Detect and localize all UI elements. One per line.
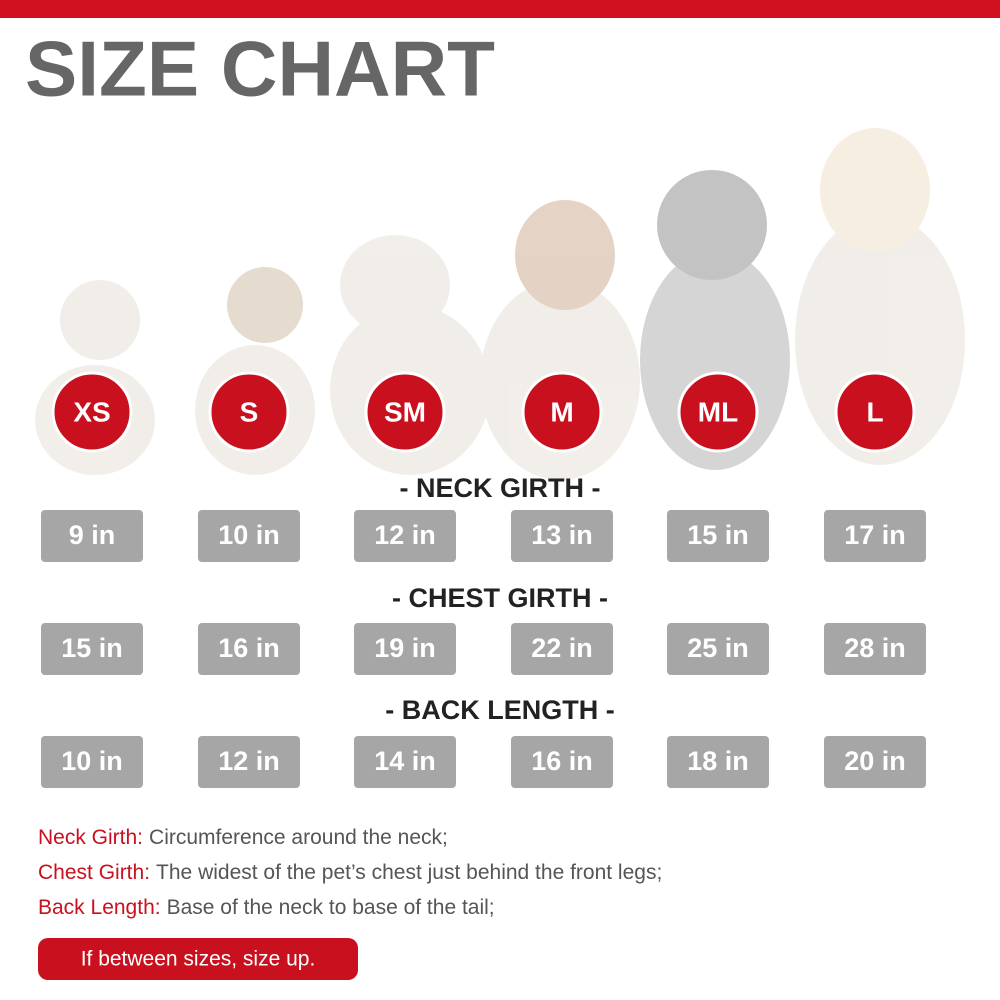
measure-value: 9 in bbox=[69, 520, 116, 550]
measure-box bbox=[824, 623, 926, 675]
note: Chest Girth: The widest of the pet’s ches… bbox=[38, 861, 662, 884]
note-term: Chest Girth: bbox=[38, 861, 150, 884]
measure-box bbox=[824, 510, 926, 562]
note-text: Circumference around the neck; bbox=[149, 826, 448, 849]
tip-text: If between sizes, size up. bbox=[81, 948, 316, 971]
section-title: - NECK GIRTH - bbox=[400, 473, 601, 503]
measure-value: 10 in bbox=[218, 520, 280, 550]
size-label: SM bbox=[384, 396, 426, 427]
measure-value: 19 in bbox=[374, 633, 436, 663]
measure-value: 12 in bbox=[374, 520, 436, 550]
measure-box bbox=[511, 623, 613, 675]
size-badge bbox=[51, 371, 133, 453]
size-label: M bbox=[550, 396, 573, 427]
measure-value: 16 in bbox=[531, 746, 593, 776]
measure-box bbox=[667, 510, 769, 562]
note: Neck Girth: Circumference around the neck… bbox=[38, 826, 448, 849]
measure-value: 22 in bbox=[531, 633, 593, 663]
measure-box bbox=[41, 510, 143, 562]
note-text: Base of the neck to base of the tail; bbox=[167, 896, 495, 919]
note-term: Neck Girth: bbox=[38, 826, 143, 849]
measure-box bbox=[198, 623, 300, 675]
measure-box bbox=[354, 623, 456, 675]
size-badge bbox=[208, 371, 290, 453]
size-label: XS bbox=[73, 396, 110, 427]
measure-box bbox=[511, 736, 613, 788]
dog-illustrations bbox=[35, 128, 965, 480]
size-badge bbox=[677, 371, 759, 453]
measure-box bbox=[41, 623, 143, 675]
measure-box bbox=[667, 623, 769, 675]
size-badge bbox=[834, 371, 916, 453]
measure-value: 18 in bbox=[687, 746, 749, 776]
measure-box bbox=[198, 736, 300, 788]
measure-box bbox=[41, 736, 143, 788]
measure-box bbox=[824, 736, 926, 788]
measure-value: 16 in bbox=[218, 633, 280, 663]
size-label: S bbox=[240, 396, 259, 427]
measure-box bbox=[667, 736, 769, 788]
measure-value: 13 in bbox=[531, 520, 593, 550]
measure-value: 14 in bbox=[374, 746, 436, 776]
tip-badge bbox=[38, 938, 358, 980]
size-label: L bbox=[866, 396, 883, 427]
title: SIZE CHART bbox=[25, 25, 495, 113]
section-title: - BACK LENGTH - bbox=[385, 695, 614, 725]
measure-value: 20 in bbox=[844, 746, 906, 776]
measure-value: 28 in bbox=[844, 633, 906, 663]
measure-box bbox=[354, 736, 456, 788]
measure-value: 12 in bbox=[218, 746, 280, 776]
measure-value: 15 in bbox=[61, 633, 123, 663]
size-badge bbox=[521, 371, 603, 453]
measure-value: 25 in bbox=[687, 633, 749, 663]
section-title: - CHEST GIRTH - bbox=[392, 583, 608, 613]
top-bar bbox=[0, 0, 1000, 18]
measure-box bbox=[198, 510, 300, 562]
measure-value: 17 in bbox=[844, 520, 906, 550]
measure-value: 10 in bbox=[61, 746, 123, 776]
note: Back Length: Base of the neck to base of … bbox=[38, 896, 495, 919]
measure-box bbox=[354, 510, 456, 562]
note-term: Back Length: bbox=[38, 896, 161, 919]
size-label: ML bbox=[698, 396, 738, 427]
note-text: The widest of the pet’s chest just behin… bbox=[156, 861, 662, 884]
size-badge bbox=[364, 371, 446, 453]
measure-value: 15 in bbox=[687, 520, 749, 550]
measure-box bbox=[511, 510, 613, 562]
